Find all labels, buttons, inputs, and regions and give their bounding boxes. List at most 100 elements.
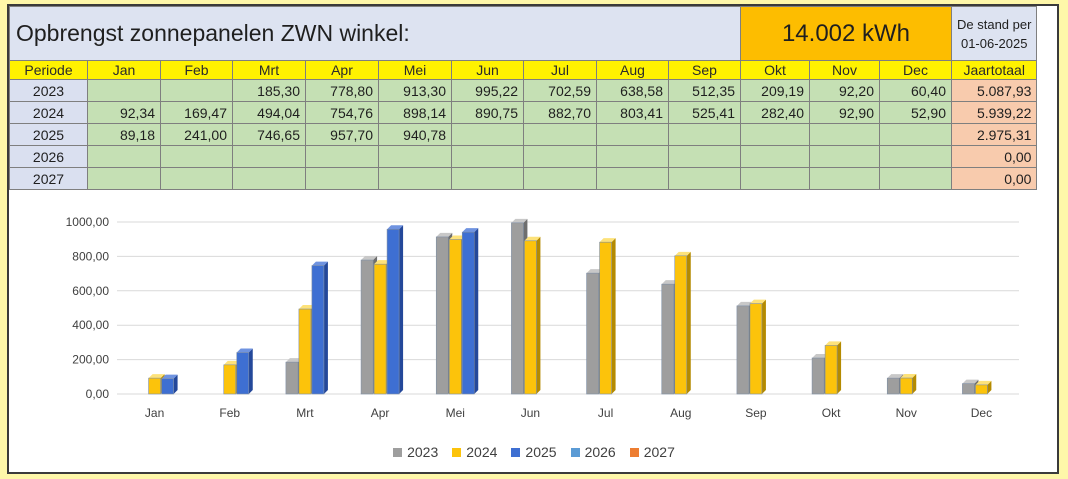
legend-label: 2027 bbox=[643, 444, 675, 460]
x-tick-label: Jan bbox=[145, 406, 164, 420]
month-value-cell[interactable]: 898,14 bbox=[378, 101, 452, 124]
month-value-cell[interactable]: 92,90 bbox=[809, 101, 880, 124]
month-value-cell[interactable]: 746,65 bbox=[232, 123, 306, 146]
y-tick-label: 800,00 bbox=[72, 249, 109, 263]
month-value-cell[interactable] bbox=[668, 123, 741, 146]
month-value-cell[interactable]: 241,00 bbox=[160, 123, 233, 146]
month-value-cell[interactable]: 209,19 bbox=[740, 79, 810, 102]
month-value-cell[interactable] bbox=[451, 123, 524, 146]
bar-2024-Okt bbox=[824, 345, 838, 395]
row-year-cell[interactable]: 2025 bbox=[9, 123, 88, 146]
month-value-cell[interactable] bbox=[809, 145, 880, 168]
col-header[interactable]: Sep bbox=[668, 60, 741, 80]
month-value-cell[interactable]: 913,30 bbox=[378, 79, 452, 102]
y-tick-label: 600,00 bbox=[72, 284, 109, 298]
bar-top-2023-Jun bbox=[511, 218, 528, 223]
x-tick-label: Jun bbox=[521, 406, 540, 420]
month-value-cell[interactable] bbox=[596, 123, 669, 146]
col-header[interactable]: Jun bbox=[451, 60, 524, 80]
col-header[interactable]: Nov bbox=[809, 60, 880, 80]
month-value-cell[interactable]: 890,75 bbox=[451, 101, 524, 124]
month-value-cell[interactable]: 803,41 bbox=[596, 101, 669, 124]
month-value-cell[interactable] bbox=[87, 79, 161, 102]
month-value-cell[interactable]: 957,70 bbox=[305, 123, 379, 146]
month-value-cell[interactable] bbox=[809, 123, 880, 146]
year-total-cell[interactable]: 5.939,22 bbox=[950, 101, 1038, 124]
month-value-cell[interactable]: 52,90 bbox=[879, 101, 952, 124]
month-value-cell[interactable]: 882,70 bbox=[523, 101, 597, 124]
month-value-cell[interactable]: 92,34 bbox=[87, 101, 161, 124]
month-value-cell[interactable]: 525,41 bbox=[668, 101, 741, 124]
month-value-cell[interactable]: 995,22 bbox=[451, 79, 524, 102]
bar-top-2024-Apr bbox=[374, 260, 391, 265]
bar-side-2025-Jan bbox=[173, 374, 178, 394]
month-value-cell[interactable] bbox=[879, 167, 952, 190]
month-value-cell[interactable] bbox=[160, 167, 233, 190]
bar-top-2023-Sep bbox=[736, 301, 753, 306]
month-value-cell[interactable]: 169,47 bbox=[160, 101, 233, 124]
month-value-cell[interactable]: 92,20 bbox=[809, 79, 880, 102]
month-value-cell[interactable]: 282,40 bbox=[740, 101, 810, 124]
year-total-cell[interactable]: 0,00 bbox=[950, 167, 1038, 190]
month-value-cell[interactable]: 89,18 bbox=[87, 123, 161, 146]
month-value-cell[interactable] bbox=[596, 167, 669, 190]
row-year-cell[interactable]: 2024 bbox=[9, 101, 88, 124]
month-value-cell[interactable] bbox=[451, 145, 524, 168]
chart-legend: 2023 2024 2025 2026 2027 bbox=[17, 444, 1051, 460]
col-header[interactable]: Aug bbox=[596, 60, 669, 80]
spreadsheet: Opbrengst zonnepanelen ZWN winkel: 14.00… bbox=[7, 4, 1059, 474]
col-header[interactable]: Jul bbox=[523, 60, 597, 80]
month-value-cell[interactable] bbox=[523, 145, 597, 168]
month-value-cell[interactable]: 778,80 bbox=[305, 79, 379, 102]
month-value-cell[interactable] bbox=[879, 123, 952, 146]
bar-side-2024-Jun bbox=[536, 236, 541, 394]
x-tick-label: Jul bbox=[598, 406, 613, 420]
col-header[interactable]: Okt bbox=[740, 60, 810, 80]
month-value-cell[interactable] bbox=[87, 145, 161, 168]
col-header[interactable]: Mrt bbox=[232, 60, 306, 80]
month-value-cell[interactable]: 702,59 bbox=[523, 79, 597, 102]
month-value-cell[interactable]: 754,76 bbox=[305, 101, 379, 124]
year-total-cell[interactable]: 0,00 bbox=[950, 145, 1038, 168]
month-value-cell[interactable] bbox=[305, 167, 379, 190]
year-total-cell[interactable]: 5.087,93 bbox=[950, 79, 1038, 102]
month-value-cell[interactable] bbox=[809, 167, 880, 190]
month-value-cell[interactable] bbox=[668, 167, 741, 190]
month-value-cell[interactable] bbox=[740, 167, 810, 190]
month-value-cell[interactable] bbox=[232, 145, 306, 168]
row-year-cell[interactable]: 2026 bbox=[9, 145, 88, 168]
row-year-cell[interactable]: 2023 bbox=[9, 79, 88, 102]
month-value-cell[interactable] bbox=[740, 145, 810, 168]
month-value-cell[interactable]: 638,58 bbox=[596, 79, 669, 102]
col-header[interactable]: Dec bbox=[879, 60, 952, 80]
month-value-cell[interactable] bbox=[87, 167, 161, 190]
month-value-cell[interactable] bbox=[879, 145, 952, 168]
month-value-cell[interactable] bbox=[305, 145, 379, 168]
month-value-cell[interactable] bbox=[596, 145, 669, 168]
month-value-cell[interactable] bbox=[160, 145, 233, 168]
year-total-cell[interactable]: 2.975,31 bbox=[950, 123, 1038, 146]
month-value-cell[interactable] bbox=[523, 167, 597, 190]
month-value-cell[interactable] bbox=[451, 167, 524, 190]
col-header[interactable]: Feb bbox=[160, 60, 233, 80]
month-value-cell[interactable] bbox=[160, 79, 233, 102]
col-header[interactable]: Jan bbox=[87, 60, 161, 80]
month-value-cell[interactable] bbox=[668, 145, 741, 168]
month-value-cell[interactable] bbox=[232, 167, 306, 190]
month-value-cell[interactable]: 185,30 bbox=[232, 79, 306, 102]
month-value-cell[interactable]: 940,78 bbox=[378, 123, 452, 146]
month-value-cell[interactable]: 494,04 bbox=[232, 101, 306, 124]
col-header[interactable]: Apr bbox=[305, 60, 379, 80]
month-value-cell[interactable]: 512,35 bbox=[668, 79, 741, 102]
month-value-cell[interactable] bbox=[740, 123, 810, 146]
col-header[interactable]: Periode bbox=[9, 60, 88, 80]
month-value-cell[interactable] bbox=[378, 145, 452, 168]
month-value-cell[interactable]: 60,40 bbox=[879, 79, 952, 102]
col-header[interactable]: Mei bbox=[378, 60, 452, 80]
table-row: 2027 0,00 bbox=[9, 167, 1038, 190]
month-value-cell[interactable] bbox=[378, 167, 452, 190]
row-year-cell[interactable]: 2027 bbox=[9, 167, 88, 190]
month-value-cell[interactable] bbox=[523, 123, 597, 146]
col-header[interactable]: Jaartotaal bbox=[950, 60, 1038, 80]
bar-2023-Mei bbox=[435, 236, 449, 395]
